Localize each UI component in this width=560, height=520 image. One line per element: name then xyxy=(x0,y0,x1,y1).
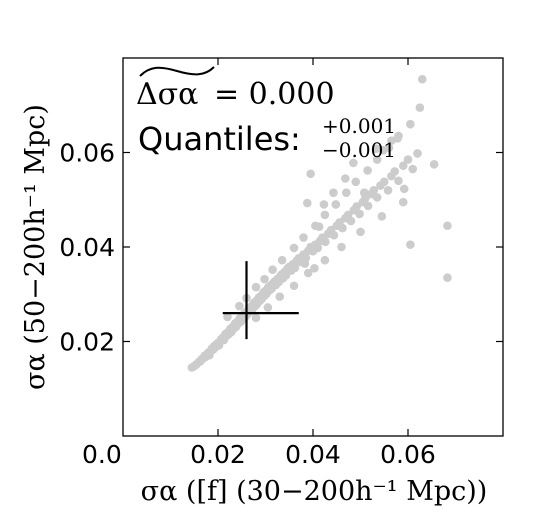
data-point-112 xyxy=(352,202,362,211)
data-point-131 xyxy=(235,301,244,311)
data-point-110 xyxy=(346,216,356,226)
data-point-154 xyxy=(303,268,313,278)
data-point-125 xyxy=(394,176,403,186)
data-point-137 xyxy=(289,243,299,253)
data-point-124 xyxy=(390,167,400,176)
data-point-168 xyxy=(379,145,388,155)
data-point-174 xyxy=(443,221,452,231)
data-point-138 xyxy=(299,233,308,242)
data-point-151 xyxy=(263,303,273,312)
data-point-130 xyxy=(223,312,232,322)
stat-symbol: Δσα xyxy=(136,77,198,112)
data-point-178 xyxy=(399,184,409,194)
y-axis-label: σα (50−200h⁻¹ Mpc) xyxy=(20,104,51,390)
data-point-156 xyxy=(337,242,346,252)
data-point-143 xyxy=(351,177,361,187)
data-point-88 xyxy=(290,263,300,273)
data-point-135 xyxy=(268,265,277,274)
data-point-162 xyxy=(300,259,310,268)
data-point-169 xyxy=(349,158,358,168)
data-point-140 xyxy=(320,210,330,220)
quantile-lower: −0.001 xyxy=(322,138,396,162)
data-point-134 xyxy=(260,274,269,284)
y-tick-label: 0.06 xyxy=(59,139,115,168)
data-point-136 xyxy=(277,255,287,265)
data-point-160 xyxy=(310,263,319,273)
data-point-116 xyxy=(363,201,373,211)
data-point-128 xyxy=(408,164,418,174)
median-tilde-mark xyxy=(139,66,215,77)
points-layer xyxy=(187,74,452,372)
svg-text:Δσα = 0.000: Δσα = 0.000 xyxy=(136,77,335,112)
data-point-150 xyxy=(251,313,261,323)
data-point-148 xyxy=(406,119,415,129)
data-point-177 xyxy=(387,136,396,145)
data-point-164 xyxy=(314,222,324,231)
data-point-133 xyxy=(251,282,261,292)
stat-annotation: Δσα = 0.000 Quantiles: +0.001 −0.001 xyxy=(136,66,396,162)
data-point-166 xyxy=(303,198,312,208)
data-point-119 xyxy=(372,193,382,202)
data-point-173 xyxy=(443,273,452,283)
quantile-upper: +0.001 xyxy=(322,114,396,138)
data-point-126 xyxy=(398,161,408,171)
data-point-107 xyxy=(338,223,347,233)
data-point-159 xyxy=(398,197,408,207)
x-axis-label: σα ([f] (30−200h⁻¹ Mpc)) xyxy=(141,476,488,507)
axis-ticks: 0.02 0.04 0.06 0.02 0.04 0.06 xyxy=(59,58,503,469)
y-tick-label: 0.04 xyxy=(59,233,115,262)
data-point-144 xyxy=(363,166,372,175)
y-tick-label: 0.02 xyxy=(59,328,115,357)
median-cross xyxy=(222,261,299,340)
data-point-153 xyxy=(289,281,299,291)
data-point-149 xyxy=(415,103,425,112)
data-point-179 xyxy=(371,144,381,154)
quantiles-label: Quantiles: xyxy=(138,120,301,158)
data-point-158 xyxy=(377,211,387,221)
data-point-145 xyxy=(372,155,382,164)
data-point-176 xyxy=(306,169,315,179)
data-point-122 xyxy=(383,186,393,195)
data-point-142 xyxy=(341,188,351,197)
data-point-121 xyxy=(379,177,389,187)
data-point-113 xyxy=(355,209,364,219)
stat-value: 0.000 xyxy=(249,77,335,112)
origin-tick-label: 0.0 xyxy=(82,440,122,469)
data-point-152 xyxy=(275,292,285,301)
data-point-163 xyxy=(329,188,338,197)
data-point-175 xyxy=(406,240,415,249)
x-tick-label: 0.04 xyxy=(285,440,341,469)
data-point-165 xyxy=(341,174,350,183)
data-point-141 xyxy=(331,200,341,209)
x-tick-label: 0.02 xyxy=(190,440,246,469)
data-point-127 xyxy=(403,155,413,164)
data-point-118 xyxy=(369,186,379,195)
data-point-161 xyxy=(319,200,329,209)
data-point-98 xyxy=(313,243,323,253)
data-point-104 xyxy=(329,230,339,240)
stat-equals: = xyxy=(214,77,239,112)
data-point-157 xyxy=(356,227,365,237)
data-point-101 xyxy=(321,237,330,247)
data-point-172 xyxy=(429,160,439,169)
data-point-170 xyxy=(417,74,427,84)
data-point-129 xyxy=(413,149,422,158)
x-tick-label: 0.06 xyxy=(380,440,436,469)
data-point-155 xyxy=(320,255,330,265)
data-point-167 xyxy=(360,188,369,197)
